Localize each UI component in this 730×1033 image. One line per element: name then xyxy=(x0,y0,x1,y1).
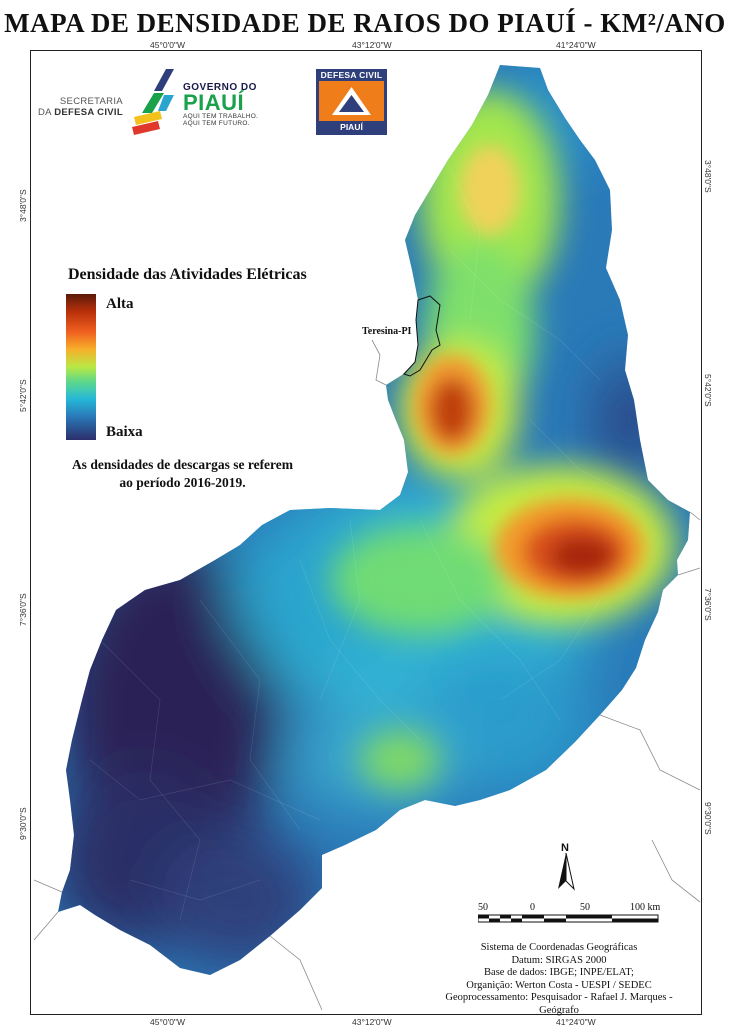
secretaria-line1: SECRETARIA xyxy=(59,96,123,107)
credit-line-1: Sistema de Coordenadas Geográficas xyxy=(480,942,638,953)
map-title: MAPA DE DENSIDADE DE RAIOS DO PIAUÍ - KM… xyxy=(4,8,726,38)
tick-bottom-3: 41°24'0"W xyxy=(556,1017,596,1027)
piaui-emblem-icon xyxy=(132,69,174,135)
teresina-boundary xyxy=(403,295,441,377)
secretaria-logo: SECRETARIA DA DEFESA CIVIL xyxy=(38,96,123,118)
credit-line-3: Base de dados: IBGE; INPE/ELAT; xyxy=(484,967,634,978)
legend-color-ramp xyxy=(66,294,96,440)
credit-line-4: Organição: Werton Costa - UESPI / SEDEC xyxy=(466,979,652,991)
tick-top-3: 41°24'0"W xyxy=(556,40,596,50)
defesa-civil-logo: DEFESA CIVIL PIAUÍ xyxy=(316,69,387,135)
gov-slogan-2: AQUI TEM FUTURO. xyxy=(183,120,250,127)
note-line-2: ao período 2016-2019. xyxy=(119,475,246,490)
secretaria-da: DA xyxy=(38,107,52,118)
credit-line-2: Datum: SIRGAS 2000 xyxy=(511,954,607,966)
scale-label-100: 100 km xyxy=(630,902,661,913)
dc-bottom-text: PIAUÍ xyxy=(340,122,363,132)
governo-logo: GOVERNO DO PIAUÍ AQUI TEM TRABALHO. AQUI… xyxy=(183,82,258,127)
scale-bar xyxy=(478,914,659,923)
credit-line-5: Geoprocessamento: Pesquisador - Rafael J… xyxy=(445,992,673,1016)
scale-label-0: 0 xyxy=(530,902,535,913)
north-label: N xyxy=(561,842,569,854)
dc-top-text: DEFESA CIVIL xyxy=(320,70,383,80)
note-line-1: As densidades de descargas se referem xyxy=(71,457,294,472)
gov-top-text: GOVERNO DO xyxy=(183,82,257,93)
legend-low-label: Baixa xyxy=(106,424,143,440)
tick-bottom-1: 45°0'0"W xyxy=(150,1017,185,1027)
tick-bottom-2: 43°12'0"W xyxy=(352,1017,392,1027)
defesa-civil-emblem-icon xyxy=(319,81,384,121)
secretaria-line2: DA DEFESA CIVIL xyxy=(38,107,123,118)
gov-slogan-1: AQUI TEM TRABALHO. xyxy=(183,113,259,120)
teresina-label: Teresina-PI xyxy=(362,326,412,337)
tick-top-2: 43°12'0"W xyxy=(352,40,392,50)
secretaria-defesa: DEFESA CIVIL xyxy=(54,107,123,118)
period-note: As densidades de descargas se referem ao… xyxy=(40,456,325,492)
scale-label-50-right: 50 xyxy=(580,902,590,913)
tick-top-1: 45°0'0"W xyxy=(150,40,185,50)
gov-name-text: PIAUÍ xyxy=(183,90,245,115)
map-credits: Sistema de Coordenadas Geográficas Datum… xyxy=(434,942,684,1017)
north-arrow-icon xyxy=(558,852,575,891)
legend-high-label: Alta xyxy=(106,296,134,312)
legend-title: Densidade das Atividades Elétricas xyxy=(68,266,307,283)
neighbor-borders xyxy=(33,339,701,1011)
scale-label-50-left: 50 xyxy=(478,902,488,913)
